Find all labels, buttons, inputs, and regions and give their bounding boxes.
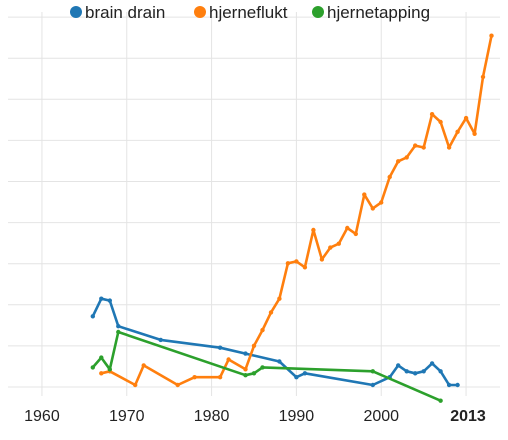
data-point-hjernetapping	[251, 371, 257, 376]
data-point-hjerneflukt	[455, 129, 460, 134]
legend-item-hjernetapping[interactable]: hjernetapping	[312, 3, 430, 22]
data-point-brain-drain	[107, 298, 113, 303]
data-point-hjerneflukt	[302, 265, 308, 270]
x-tick-label: 1980	[194, 408, 230, 425]
data-point-brain-drain	[158, 337, 163, 343]
data-point-hjerneflukt	[251, 343, 257, 348]
data-point-hjernetapping	[438, 398, 443, 403]
legend-marker	[70, 6, 82, 18]
data-point-brain-drain	[404, 369, 409, 374]
data-point-brain-drain	[370, 382, 375, 388]
data-point-brain-drain	[421, 369, 426, 374]
data-point-hjerneflukt	[446, 145, 452, 150]
series-hjernetapping	[90, 329, 443, 403]
data-point-brain-drain	[438, 369, 443, 374]
data-point-brain-drain	[396, 363, 401, 368]
data-point-hjerneflukt	[489, 33, 494, 38]
legend-label: brain drain	[85, 3, 165, 22]
data-point-hjerneflukt	[217, 375, 223, 380]
data-point-hjerneflukt	[463, 115, 469, 121]
data-point-hjernetapping	[243, 373, 248, 378]
legend: brain drain hjerneflukt hjernetapping	[70, 3, 430, 22]
data-point-hjerneflukt	[99, 371, 104, 376]
legend-marker	[312, 6, 324, 18]
data-point-hjerneflukt	[362, 192, 367, 197]
data-point-brain-drain	[446, 382, 452, 388]
series-hjerneflukt	[99, 33, 494, 388]
legend-item-brain-drain[interactable]: brain drain	[70, 3, 165, 22]
data-point-hjernetapping	[260, 365, 265, 370]
series-layer	[90, 33, 494, 403]
legend-item-hjerneflukt[interactable]: hjerneflukt	[194, 3, 288, 22]
data-point-hjerneflukt	[429, 112, 435, 117]
data-point-hjerneflukt	[294, 259, 299, 264]
data-point-brain-drain	[116, 324, 121, 329]
data-point-hjerneflukt	[277, 296, 282, 301]
x-tick-label: 1960	[24, 408, 60, 425]
legend-label: hjernetapping	[327, 3, 430, 22]
data-point-brain-drain	[99, 296, 104, 301]
data-point-brain-drain	[429, 361, 435, 366]
data-point-hjerneflukt	[421, 145, 426, 150]
data-point-hjerneflukt	[438, 119, 443, 125]
x-axis-tick-labels: 1960 1970 1980 1990 2000 2013	[24, 408, 486, 425]
data-point-brain-drain	[217, 345, 223, 350]
data-point-hjerneflukt	[319, 257, 325, 262]
data-point-hjerneflukt	[268, 310, 274, 315]
data-point-hjerneflukt	[336, 241, 341, 246]
data-point-brain-drain	[413, 371, 418, 376]
data-point-brain-drain	[90, 314, 96, 319]
grid	[8, 12, 500, 396]
data-point-hjerneflukt	[226, 357, 231, 362]
data-point-hjerneflukt	[396, 159, 401, 164]
series-brain-drain	[90, 296, 460, 388]
data-point-hjerneflukt	[480, 74, 486, 80]
data-point-hjerneflukt	[404, 155, 409, 160]
data-point-hjerneflukt	[345, 225, 350, 231]
x-tick-label-current-year: 2013	[450, 408, 486, 425]
legend-marker	[194, 6, 206, 18]
x-tick-label: 2000	[363, 408, 399, 425]
data-point-hjernetapping	[116, 329, 121, 335]
data-point-hjerneflukt	[379, 200, 384, 205]
data-point-brain-drain	[294, 375, 299, 380]
data-point-hjerneflukt	[175, 382, 180, 388]
data-point-hjernetapping	[90, 365, 96, 370]
data-point-brain-drain	[302, 371, 308, 376]
data-point-brain-drain	[455, 382, 460, 388]
data-point-brain-drain	[277, 359, 282, 364]
data-point-hjerneflukt	[328, 245, 333, 250]
x-tick-label: 1990	[279, 408, 315, 425]
data-point-hjerneflukt	[311, 227, 316, 233]
data-point-hjerneflukt	[387, 174, 392, 180]
data-point-hjerneflukt	[413, 143, 418, 148]
data-point-hjerneflukt	[133, 382, 138, 388]
x-tick-label: 1970	[109, 408, 145, 425]
data-point-hjernetapping	[370, 369, 375, 374]
data-point-hjerneflukt	[370, 206, 375, 211]
data-point-hjerneflukt	[141, 363, 146, 368]
data-point-hjerneflukt	[472, 131, 477, 136]
data-point-brain-drain	[243, 351, 248, 356]
data-point-hjerneflukt	[243, 367, 248, 372]
data-point-hjerneflukt	[192, 375, 197, 380]
data-point-hjerneflukt	[285, 261, 291, 266]
data-point-hjerneflukt	[260, 327, 265, 333]
legend-label: hjerneflukt	[209, 3, 288, 22]
data-point-hjernetapping	[107, 367, 113, 372]
data-point-hjerneflukt	[353, 231, 358, 237]
data-point-hjernetapping	[99, 355, 104, 360]
